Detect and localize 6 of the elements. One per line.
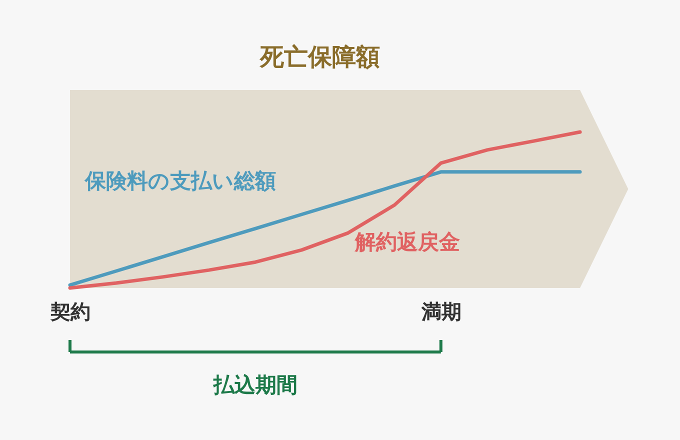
series-label: 解約返戻金 [354,230,460,254]
text: 払込期間 [212,373,298,397]
x-tick-label: 契約 [50,300,90,324]
x-tick-label: 満期 [420,300,462,324]
chart-title: 死亡保障額 [259,43,380,71]
series-label: 保険料の支払い総額 [84,169,276,193]
